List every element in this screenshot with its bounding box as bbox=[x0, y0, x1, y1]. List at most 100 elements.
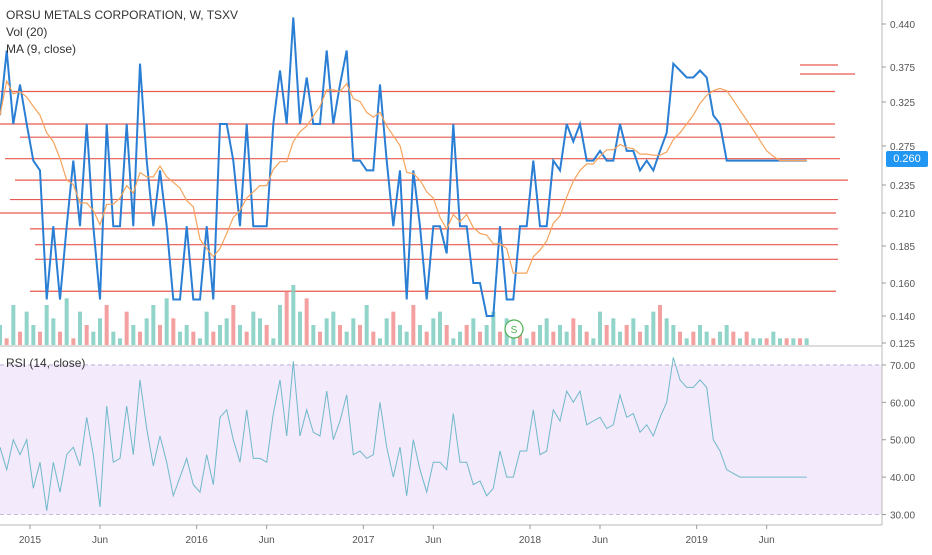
volume-bar bbox=[98, 318, 102, 345]
time-tick-label: Jun bbox=[92, 535, 108, 546]
rsi-tick-label: 70.00 bbox=[890, 361, 915, 372]
volume-bar bbox=[158, 325, 162, 345]
volume-bar bbox=[751, 338, 756, 345]
volume-bar bbox=[544, 318, 549, 345]
time-tick-label: 2017 bbox=[352, 535, 375, 546]
volume-bar bbox=[384, 318, 389, 345]
volume-bar bbox=[464, 325, 469, 345]
price-tick-label: 0.325 bbox=[890, 98, 915, 109]
volume-bar bbox=[118, 338, 122, 345]
volume-bar bbox=[264, 325, 269, 345]
volume-bar bbox=[778, 338, 782, 345]
split-marker[interactable]: S bbox=[504, 319, 524, 339]
volume-bar bbox=[784, 338, 789, 345]
volume-bar bbox=[478, 331, 482, 345]
volume-bar bbox=[438, 311, 442, 345]
volume-bar bbox=[191, 331, 196, 345]
volume-bar bbox=[0, 325, 2, 345]
volume-bar bbox=[738, 338, 742, 345]
volume-bar bbox=[204, 311, 209, 345]
volume-bar bbox=[31, 325, 36, 345]
volume-bar bbox=[84, 325, 89, 345]
volume-bar bbox=[584, 331, 589, 345]
price-series bbox=[0, 17, 807, 317]
price-tick-label: 0.440 bbox=[890, 20, 915, 31]
time-tick-label: 2015 bbox=[19, 535, 42, 546]
volume-bar bbox=[604, 325, 609, 345]
volume-bar bbox=[458, 331, 462, 345]
volume-bar bbox=[44, 305, 49, 345]
volume-bar bbox=[51, 318, 56, 345]
volume-bar bbox=[624, 325, 629, 345]
price-tick-label: 0.160 bbox=[890, 279, 915, 290]
ma-legend: MA (9, close) bbox=[6, 42, 77, 56]
volume-bar bbox=[18, 331, 22, 345]
volume-bar bbox=[338, 325, 342, 345]
price-axis-ticks: 0.440 0.375 0.325 0.275 0.235 0.210 0.185 0.160… bbox=[882, 20, 915, 350]
volume-bar bbox=[658, 305, 662, 345]
volume-bar bbox=[124, 311, 129, 345]
split-marker-circle[interactable] bbox=[504, 319, 524, 339]
volume-bar bbox=[391, 311, 396, 345]
volume-bar bbox=[144, 318, 149, 345]
volume-bar bbox=[324, 318, 329, 345]
price-panel-bg bbox=[0, 0, 882, 345]
price-tick-label: 0.210 bbox=[890, 209, 915, 220]
volume-bar bbox=[364, 305, 369, 345]
volume-bar bbox=[718, 331, 722, 345]
time-tick-label: Jun bbox=[592, 535, 608, 546]
volume-bar bbox=[231, 305, 236, 345]
volume-bar bbox=[211, 331, 216, 345]
price-tick-label: 0.125 bbox=[890, 339, 915, 350]
volume-bar bbox=[731, 331, 736, 345]
volume-bar bbox=[198, 338, 202, 345]
volume-bar bbox=[304, 298, 309, 345]
volume-bar bbox=[104, 305, 109, 345]
volume-bar bbox=[71, 338, 76, 345]
price-tick-label: 0.235 bbox=[890, 181, 915, 192]
volume-bar bbox=[331, 311, 336, 345]
volume-bar bbox=[4, 338, 9, 345]
ma-line bbox=[0, 79, 807, 274]
volume-bar bbox=[404, 331, 409, 345]
rsi-axis-ticks: 70.00 60.00 50.00 40.00 30.00 bbox=[0, 361, 915, 522]
volume-bar bbox=[178, 331, 182, 345]
volume-bar bbox=[451, 338, 456, 345]
volume-bar bbox=[151, 305, 156, 345]
volume-bar bbox=[651, 311, 656, 345]
volume-bar bbox=[684, 338, 689, 345]
volume-bar bbox=[618, 331, 622, 345]
volume-bar bbox=[564, 331, 569, 345]
volume-bar bbox=[344, 331, 349, 345]
volume-bar bbox=[164, 298, 169, 345]
volume-bar bbox=[358, 325, 362, 345]
time-tick-label: 2018 bbox=[519, 535, 542, 546]
volume-bar bbox=[724, 325, 729, 345]
volume-bar bbox=[484, 325, 489, 345]
volume-bar bbox=[711, 338, 716, 345]
volume-bar bbox=[351, 318, 356, 345]
volume-bar bbox=[491, 311, 496, 345]
volume-bar bbox=[444, 325, 449, 345]
volume-bar bbox=[371, 331, 376, 345]
volume-bar bbox=[311, 325, 316, 345]
volume-bar bbox=[538, 325, 542, 345]
volume-bar bbox=[271, 338, 276, 345]
volume-bar bbox=[431, 318, 436, 345]
volume-bar bbox=[378, 338, 382, 345]
volume-bar bbox=[518, 331, 522, 345]
rsi-tick-label: 60.00 bbox=[890, 398, 915, 409]
volume-bar bbox=[798, 338, 802, 345]
volume-bar bbox=[291, 285, 296, 345]
current-price-badge: 0.260 bbox=[886, 151, 928, 167]
volume-bar bbox=[78, 311, 82, 345]
volume-bar bbox=[111, 331, 116, 345]
volume-bar bbox=[91, 331, 96, 345]
volume-bar bbox=[558, 325, 562, 345]
rsi-band bbox=[0, 364, 882, 515]
rsi-tick-label: 30.00 bbox=[890, 511, 915, 522]
volume-bar bbox=[638, 331, 642, 345]
volume-bar bbox=[38, 331, 42, 345]
price-tick-label: 0.375 bbox=[890, 63, 915, 74]
